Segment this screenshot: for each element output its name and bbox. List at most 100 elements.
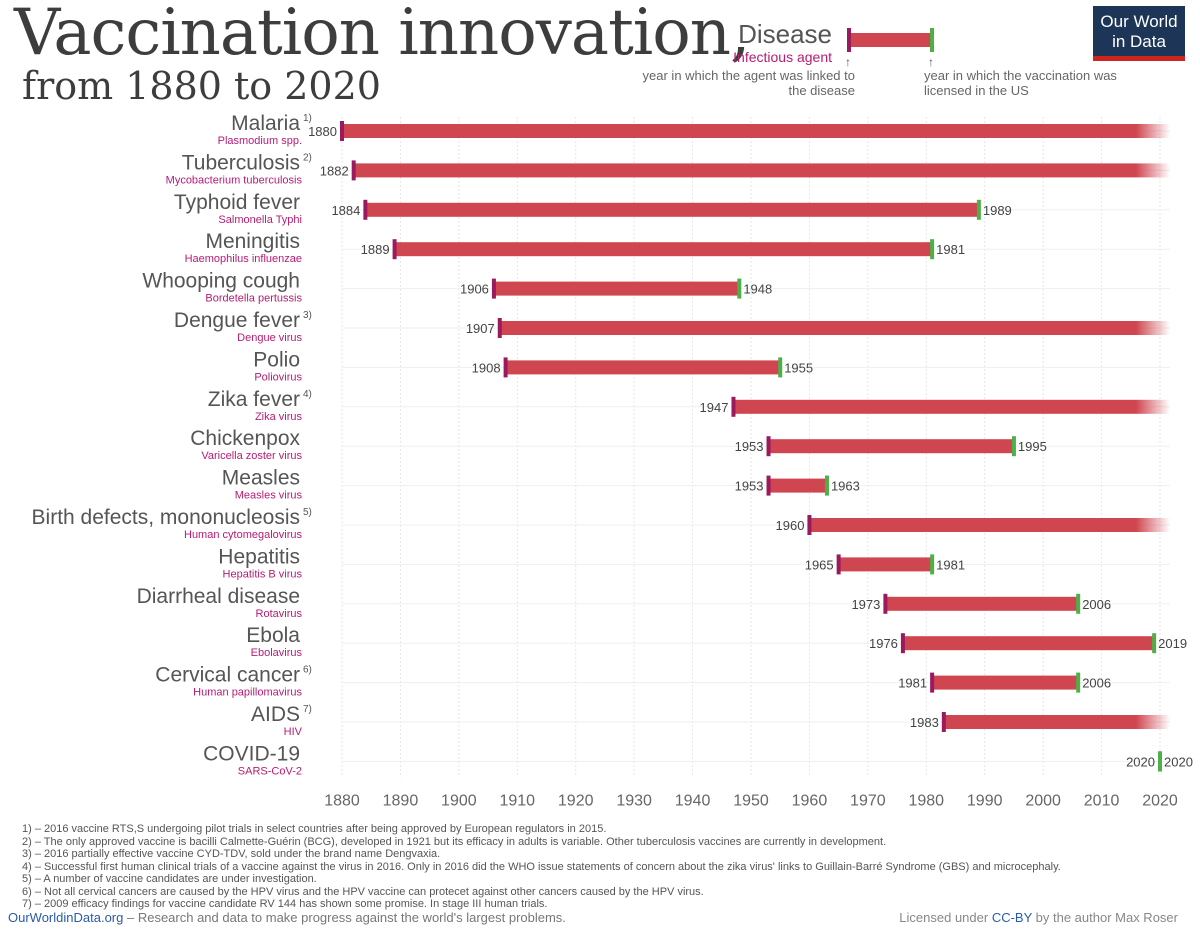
range-bar [768,439,1014,454]
x-tick-label: 1940 [675,792,711,809]
start-year-label: 1976 [869,636,898,651]
x-tick-label: 1900 [441,792,477,809]
start-year-label: 1953 [735,479,764,494]
end-marker [1011,436,1016,457]
range-bar [838,557,933,572]
disease-label: AIDS [251,703,300,726]
footnote: 2) – The only approved vaccine is bacill… [22,835,887,848]
start-marker [731,396,736,417]
range-bar-fade [1136,163,1170,178]
end-marker [930,554,935,575]
legend-arrow-right-icon: ↑ [928,55,934,69]
range-bar [809,518,1136,532]
x-tick-label: 2010 [1084,792,1120,809]
end-marker [976,199,981,220]
footnote-marker: 3) [303,310,312,321]
disease-label: Polio [253,348,300,371]
license-prefix: Licensed under [899,910,992,925]
start-year-label: 1973 [851,597,880,612]
end-marker [1158,751,1162,772]
start-marker [363,199,368,220]
x-tick-label: 1960 [792,792,828,809]
start-marker [900,633,905,654]
legend-arrow-left-icon: ↑ [845,55,851,69]
agent-label: HIV [284,726,303,738]
end-year-label: 1989 [983,203,1012,218]
agent-label: Dengue virus [237,332,302,344]
logo-line-1: Our World [1100,12,1178,31]
start-marker [883,593,888,614]
range-bar-fade [1136,715,1170,729]
start-marker [766,475,771,496]
end-year-label: 2019 [1158,636,1187,651]
range-bar-fade [1136,321,1170,335]
footnote-marker: 1) [303,113,312,124]
start-year-label: 1882 [320,163,349,178]
disease-label: Meningitis [205,230,300,253]
legend-note-start: year in which the agent was linked to th… [642,68,855,98]
start-year-label: 1908 [472,360,501,375]
start-year-label: 1880 [308,124,337,139]
end-year-label: 1955 [784,360,813,375]
end-year-label: 1995 [1018,439,1047,454]
start-marker [340,121,344,141]
end-marker [824,475,829,496]
start-marker [503,357,508,378]
disease-label: Hepatitis [218,545,300,568]
start-marker [836,554,841,575]
range-bar-fade [1136,518,1170,532]
x-axis: 1880 1890 1900 1910 1920 1930 1940 1950 1960 1970… [324,792,1178,809]
end-year-label: 1963 [831,479,860,494]
end-year-label: 1981 [936,242,965,257]
disease-label: Typhoid fever [174,191,300,214]
agent-label: Salmonella Typhi [218,214,302,226]
chart-title: Vaccination innovation, [14,0,750,70]
disease-label: Dengue fever [174,309,300,332]
footnote-marker: 2) [303,152,312,163]
agent-label: Measles virus [235,490,303,502]
range-bar-fade [1136,124,1170,138]
site-link[interactable]: OurWorldinData.org [8,910,124,925]
disease-label: Whooping cough [142,270,300,293]
agent-label: Mycobacterium tuberculosis [166,174,303,186]
start-year-label: 1953 [735,439,764,454]
end-year-label: 2006 [1082,597,1111,612]
agent-label: Zika virus [255,411,303,423]
license-suffix: by the author Max Roser [1032,910,1178,925]
footer-license: Licensed under CC-BY by the author Max R… [899,910,1178,925]
start-year-label: 1960 [776,518,805,533]
agent-label: Human cytomegalovirus [184,529,302,541]
start-marker [497,318,502,338]
owid-logo[interactable]: Our World in Data [1093,6,1185,61]
legend-disease-label: Disease [738,19,832,49]
x-tick-label: 1990 [967,792,1003,809]
x-tick-label: 1970 [850,792,886,809]
x-tick-label: 1980 [908,792,944,809]
disease-label: Chickenpox [190,427,300,450]
range-bar-fade [1136,399,1170,414]
start-year-label: 1983 [910,715,939,730]
agent-label: Ebolavirus [251,647,303,659]
disease-label: Malaria [231,112,300,135]
range-bar [365,202,979,217]
range-bar [342,124,1136,138]
start-marker [807,515,812,535]
start-year-label: 1907 [466,321,495,336]
range-bar [353,163,1137,178]
end-marker [737,278,742,299]
start-year-label: 1884 [331,203,360,218]
range-bar [943,715,1136,729]
range-bar [932,675,1079,690]
license-link[interactable]: CC-BY [991,910,1033,925]
logo-line-2: in Data [1112,32,1166,51]
footnote-marker: 6) [303,665,312,676]
legend-note-end: year in which the vaccination was licens… [924,68,1117,98]
disease-label: Measles [222,467,300,490]
start-year-label: 1981 [898,676,927,691]
start-year-label: 1947 [700,400,729,415]
x-tick-label: 1890 [383,792,419,809]
x-tick-label: 2000 [1025,792,1061,809]
legend-start-marker [847,28,851,52]
range-bar [505,360,781,375]
disease-label: Cervical cancer [155,664,300,687]
